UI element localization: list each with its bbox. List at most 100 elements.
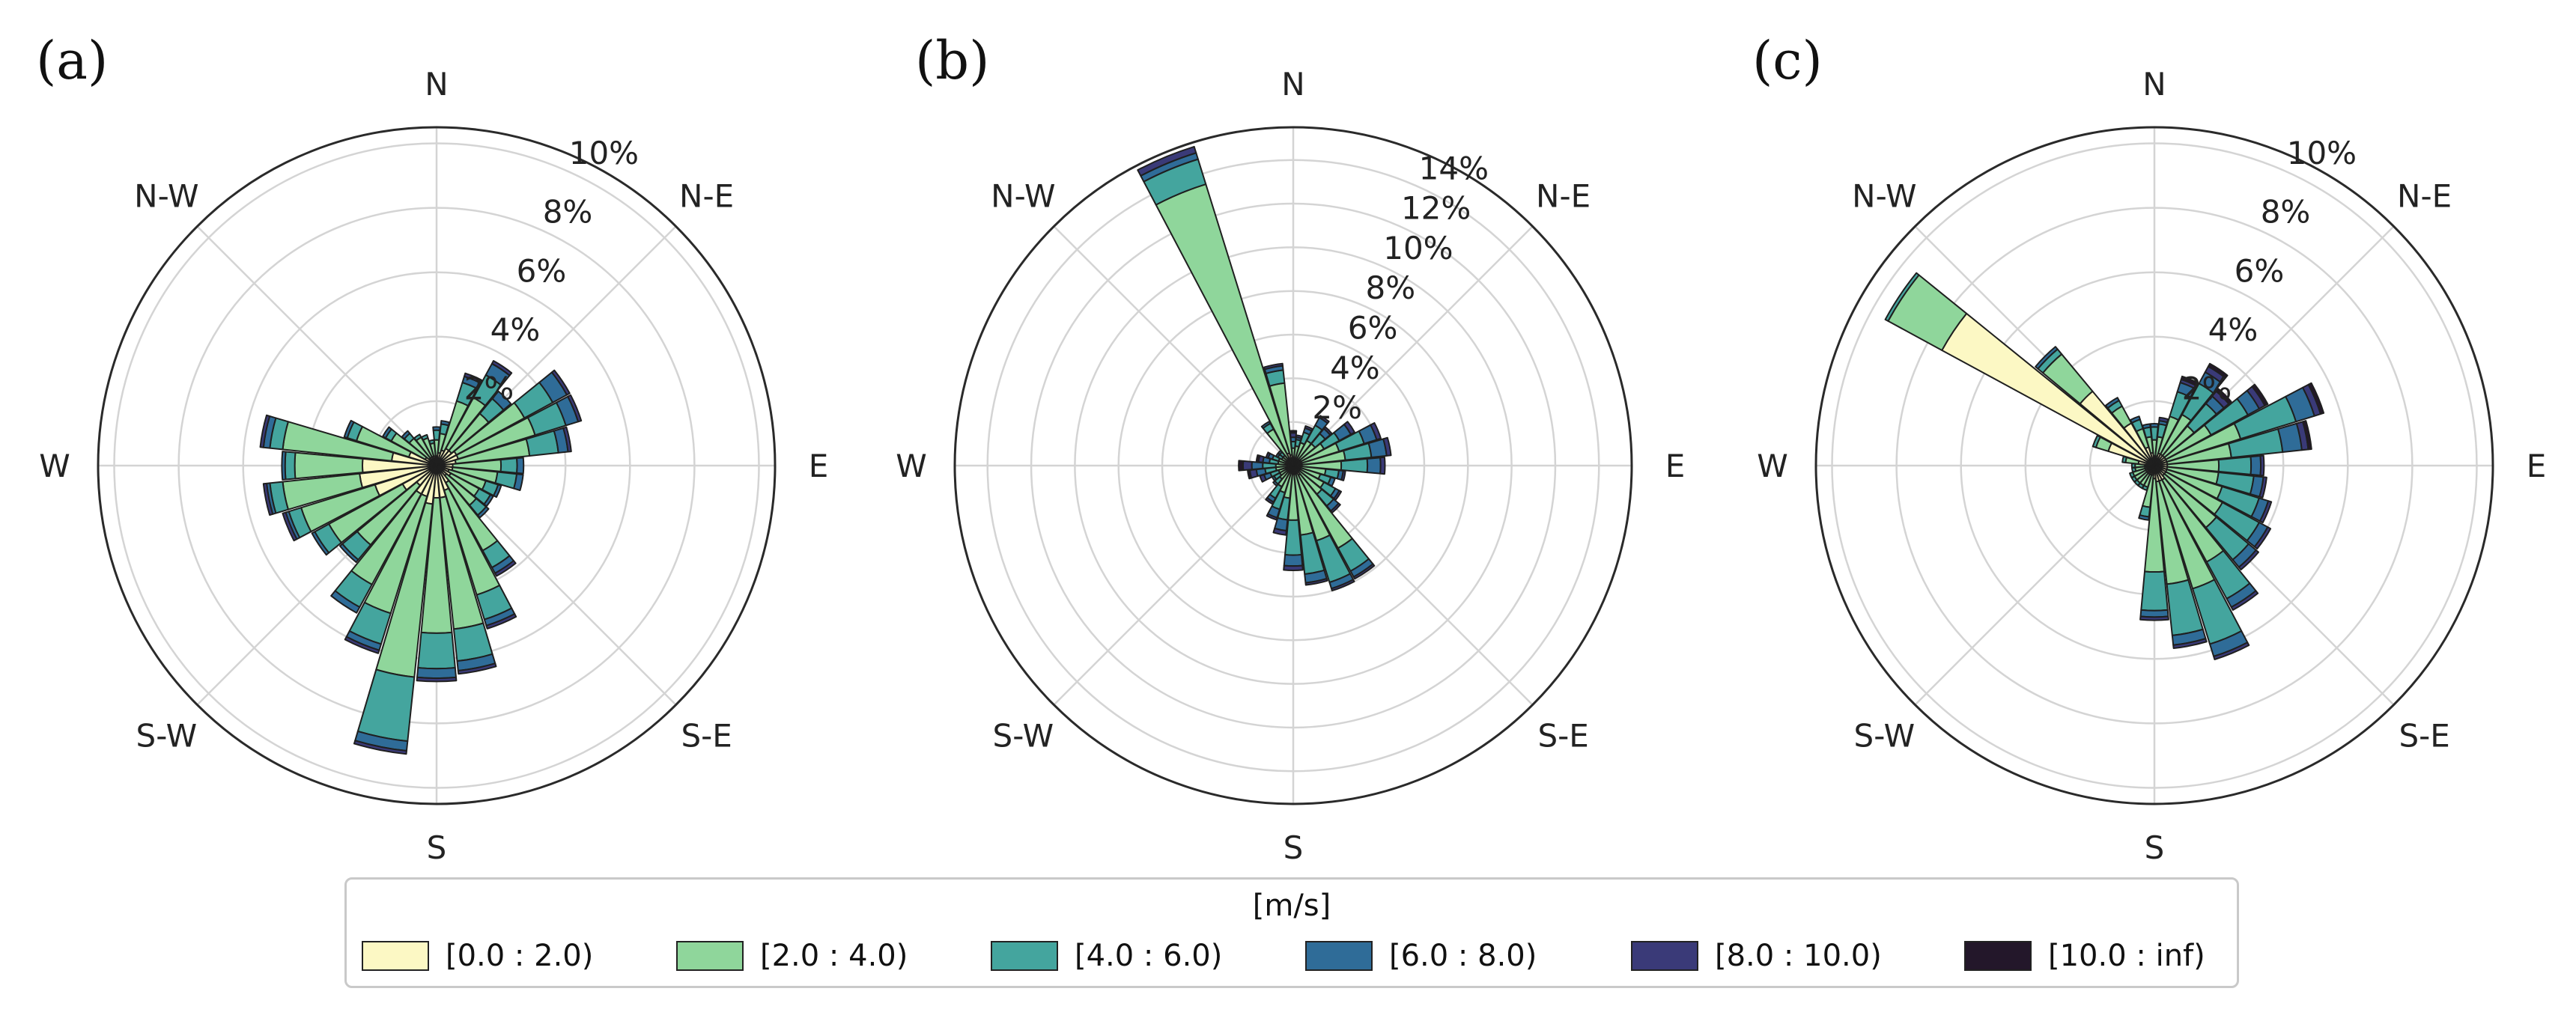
legend-title: [m/s] (1252, 889, 1331, 923)
ring-gridline (1030, 202, 1557, 729)
bar-segment (483, 494, 494, 508)
bar-segment (417, 631, 456, 670)
bar-segment (2213, 642, 2250, 660)
bar-segment (2172, 638, 2208, 650)
bar-segment (1331, 579, 1355, 592)
ring-gridline (986, 159, 1600, 773)
bar-segment (1366, 457, 1382, 475)
ring-label: 2% (464, 371, 514, 407)
bar-segment (499, 457, 518, 474)
bar-segment (2302, 420, 2312, 451)
bar-segment (2140, 570, 2169, 612)
ring-gridline (1117, 290, 1469, 642)
panel-label-a: (a) (36, 30, 109, 91)
direction-label: W (1757, 448, 1788, 484)
bar-segment (1283, 564, 1304, 571)
bar-segment (1238, 460, 1245, 472)
legend-item-2-4: [2.0 : 4.0) (676, 939, 908, 973)
ring-label: 8% (543, 194, 593, 231)
direction-label: E (2527, 448, 2547, 484)
bar-segment (2035, 346, 2059, 370)
windrose-b: 2%4%6% 8%10%12% 14% N N-E E S-E S S-W W N-W (896, 66, 1685, 866)
bar-segment (416, 667, 457, 680)
bar-segment (428, 439, 435, 445)
bar-segment (338, 543, 359, 564)
bar-segment (2180, 375, 2199, 387)
bar-segment (330, 590, 361, 614)
bar-segment (516, 457, 525, 475)
bar-segment (2104, 397, 2120, 409)
legend-item-6-8: [6.0 : 8.0) (1305, 939, 1537, 973)
ring-label: 14% (1419, 150, 1489, 186)
legend-item-10-inf: [10.0 : inf) (1964, 939, 2205, 973)
bar-segment (2149, 423, 2160, 428)
bar-segment (356, 668, 416, 743)
bar-segment (1242, 460, 1253, 472)
bar-segment (513, 473, 524, 492)
bar-segment (440, 420, 451, 427)
bar-segment (2238, 549, 2260, 571)
bar-segment (567, 394, 583, 423)
bar-segment (2207, 362, 2229, 379)
bar-segment (382, 426, 392, 439)
bar-segment (262, 482, 274, 517)
bar-segment (2215, 388, 2232, 405)
direction-label: W (896, 448, 927, 484)
bar-segment (1255, 454, 1261, 463)
bar-segment (311, 531, 330, 556)
direction-label: S (2145, 829, 2165, 866)
bar-segment (494, 560, 517, 577)
radial-gridline (1292, 225, 1534, 466)
ring-gridline (113, 142, 760, 789)
bar-segment (490, 360, 513, 377)
bar-segment (1265, 451, 1272, 459)
bar-segment (2307, 382, 2325, 415)
outer-boundary (953, 126, 1633, 805)
legend-item-4-6: [4.0 : 6.0) (991, 939, 1223, 973)
direction-label: S-W (1854, 718, 1916, 755)
ring-label: 4% (490, 311, 541, 348)
direction-label: S (427, 829, 447, 866)
direction-label: N-W (134, 177, 198, 214)
ring-label: 4% (2208, 311, 2258, 348)
radial-gridline (1914, 465, 2155, 706)
legend-label-4-6: [4.0 : 6.0) (1075, 939, 1223, 973)
bar-segment (1272, 527, 1287, 536)
ring-label: 10% (2287, 135, 2357, 171)
legend-swatch-8-10 (1631, 941, 1698, 971)
bar-segment (2129, 471, 2136, 479)
legend-swatch-2-4 (676, 941, 744, 971)
direction-label: S-E (1537, 718, 1588, 755)
bar-segment (401, 430, 411, 440)
bar-segment (420, 433, 429, 441)
bar-segment (432, 426, 441, 431)
bar-segment (464, 372, 483, 384)
bar-segment (344, 636, 380, 654)
bar-segment (343, 419, 355, 439)
bar-segment (2138, 514, 2150, 521)
panel-label-b: (b) (915, 30, 990, 91)
legend-label-10-inf: [10.0 : inf) (2048, 939, 2205, 973)
bar-segment (353, 740, 407, 755)
bar-segment (1941, 312, 2155, 466)
legend-swatch-0-2 (362, 941, 429, 971)
bar-segment (1265, 497, 1275, 505)
ring-label: 6% (2235, 252, 2285, 289)
bar-segment (1382, 436, 1392, 457)
outer-boundary (97, 126, 777, 805)
direction-label: N-E (679, 177, 734, 214)
bar-segment (282, 511, 298, 542)
direction-label: S-W (993, 718, 1054, 755)
bar-segment (1304, 577, 1328, 586)
panel-label-c: (c) (1752, 30, 1823, 91)
ring-label: 8% (1366, 269, 1416, 306)
ring-gridline (1161, 333, 1426, 598)
bar-segment (1266, 513, 1278, 521)
legend-item-0-2: [0.0 : 2.0) (362, 939, 593, 973)
direction-label: N (2142, 66, 2166, 103)
legend-label-2-4: [2.0 : 4.0) (760, 939, 908, 973)
ring-label: 6% (1348, 310, 1398, 347)
ring-label: 6% (517, 252, 567, 289)
